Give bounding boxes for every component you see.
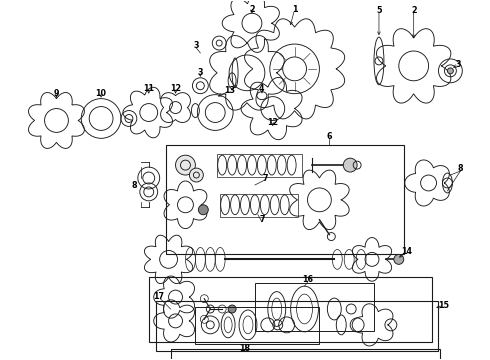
Bar [255, 283, 374, 331]
Bar [156, 301, 439, 351]
Circle shape [190, 168, 203, 182]
Text: 12: 12 [170, 84, 181, 93]
Text: 3: 3 [456, 60, 461, 69]
Circle shape [447, 68, 453, 74]
Text: 7: 7 [259, 215, 265, 224]
Text: 3: 3 [194, 41, 199, 50]
Text: 7: 7 [262, 174, 268, 183]
Text: 8: 8 [458, 163, 463, 172]
Bar [220, 194, 297, 217]
Text: 14: 14 [401, 247, 412, 256]
Circle shape [394, 255, 404, 264]
Text: 13: 13 [224, 86, 236, 95]
Text: 12: 12 [267, 118, 278, 127]
Text: 5: 5 [376, 6, 382, 15]
Bar [217, 154, 301, 177]
Text: 18: 18 [240, 344, 250, 353]
Circle shape [175, 155, 196, 175]
Text: 10: 10 [96, 89, 107, 98]
Circle shape [343, 158, 357, 172]
Text: 1: 1 [292, 5, 297, 14]
Text: 4: 4 [259, 84, 265, 93]
Text: 2: 2 [411, 6, 416, 15]
Bar [196, 307, 319, 344]
Bar [149, 277, 432, 342]
Circle shape [198, 205, 208, 215]
Text: 11: 11 [143, 84, 154, 93]
Bar [171, 349, 441, 360]
Text: 17: 17 [153, 292, 164, 301]
Text: 16: 16 [302, 275, 313, 284]
Text: 9: 9 [54, 89, 59, 98]
Text: 8: 8 [131, 181, 137, 190]
Bar [166, 145, 404, 255]
Text: 2: 2 [249, 5, 255, 14]
Text: 6: 6 [327, 132, 332, 141]
Text: 15: 15 [438, 301, 449, 310]
Circle shape [228, 305, 236, 313]
Text: 3: 3 [197, 68, 203, 77]
